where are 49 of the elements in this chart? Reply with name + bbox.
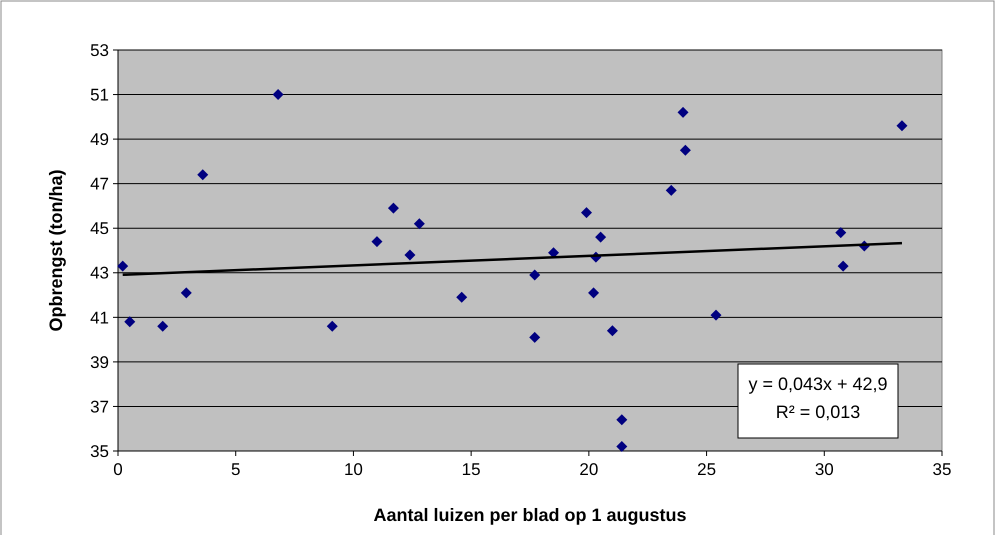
point	[371, 236, 382, 248]
point	[388, 202, 399, 214]
point	[326, 320, 338, 332]
point	[581, 207, 592, 218]
x-axis-title: Aantal luizen per blad op 1 augustus	[373, 505, 687, 525]
x-tick-label: 0	[113, 460, 123, 479]
point	[680, 144, 691, 156]
point	[124, 316, 136, 328]
x-tick-label: 30	[814, 460, 834, 479]
point	[117, 260, 128, 272]
point	[157, 320, 168, 332]
point	[595, 232, 606, 243]
x-tick-label: 10	[344, 460, 363, 479]
y-tick-label: 37	[90, 397, 109, 416]
x-tick-label: 25	[697, 460, 716, 479]
y-tick-label: 35	[90, 442, 109, 461]
point	[835, 227, 846, 238]
annotation: y = 0,043x + 42,9	[748, 374, 888, 394]
point	[616, 414, 628, 426]
y-tick-label: 45	[90, 219, 109, 238]
y-tick-label: 41	[90, 308, 109, 328]
point	[414, 218, 425, 230]
point	[456, 292, 468, 303]
x-tick-label: 15	[462, 460, 481, 479]
x-tick-label: 35	[932, 460, 952, 479]
y-tick-label: 39	[90, 352, 109, 372]
point	[606, 325, 618, 336]
y-tick-label: 53	[90, 40, 109, 60]
x-tick-label: 5	[230, 460, 240, 479]
point	[404, 249, 416, 260]
y-tick-label: 47	[90, 174, 109, 194]
annotation: R² = 0,013	[776, 402, 860, 422]
point	[197, 169, 208, 180]
point	[180, 287, 192, 298]
y-tick-label: 43	[90, 264, 109, 283]
point	[838, 260, 849, 272]
point	[616, 441, 628, 452]
y-tick-label: 49	[90, 130, 109, 150]
x-tick-label: 20	[579, 460, 598, 479]
point	[666, 184, 677, 196]
point	[272, 89, 284, 100]
y-tick-label: 51	[90, 86, 109, 105]
point	[710, 310, 722, 321]
point	[678, 106, 689, 118]
y-axis-title: Opbrengst (ton/ha)	[46, 170, 66, 332]
point	[529, 332, 540, 343]
point	[896, 120, 908, 132]
point	[529, 270, 540, 281]
point	[588, 287, 600, 298]
